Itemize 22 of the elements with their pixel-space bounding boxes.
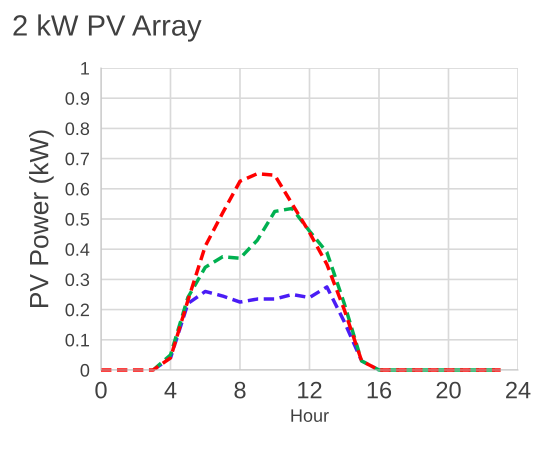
y-tick-label: 0: [80, 364, 90, 377]
y-tick-label: 0.9: [65, 92, 90, 105]
chart-title: 2 kW PV Array: [13, 14, 202, 42]
y-tick-label: 0.8: [65, 122, 90, 136]
x-axis-title: Hour: [291, 409, 329, 422]
y-axis-title: PV Power (kW): [29, 130, 54, 308]
x-tick-label: 8: [234, 382, 246, 398]
line-series: [99, 172, 502, 372]
y-tick-label: 0.7: [65, 152, 89, 166]
y-tick-label: 0.6: [65, 182, 90, 196]
y-tick-label: 0.3: [65, 273, 90, 286]
y-tick-label: 0.4: [65, 243, 90, 256]
y-tick-label: 1: [81, 62, 90, 75]
x-tick-label: 12: [298, 382, 322, 398]
y-tick-label: 0.5: [65, 212, 90, 226]
y-tick-label: 0.2: [65, 304, 89, 316]
x-tick-label: 16: [368, 382, 392, 398]
x-tick-label: 0: [95, 382, 107, 398]
x-tick-label: 4: [164, 382, 176, 398]
x-tick-label: 20: [436, 382, 461, 398]
x-tick-label: 24: [506, 382, 530, 398]
y-tick-label: 0.1: [65, 334, 90, 347]
